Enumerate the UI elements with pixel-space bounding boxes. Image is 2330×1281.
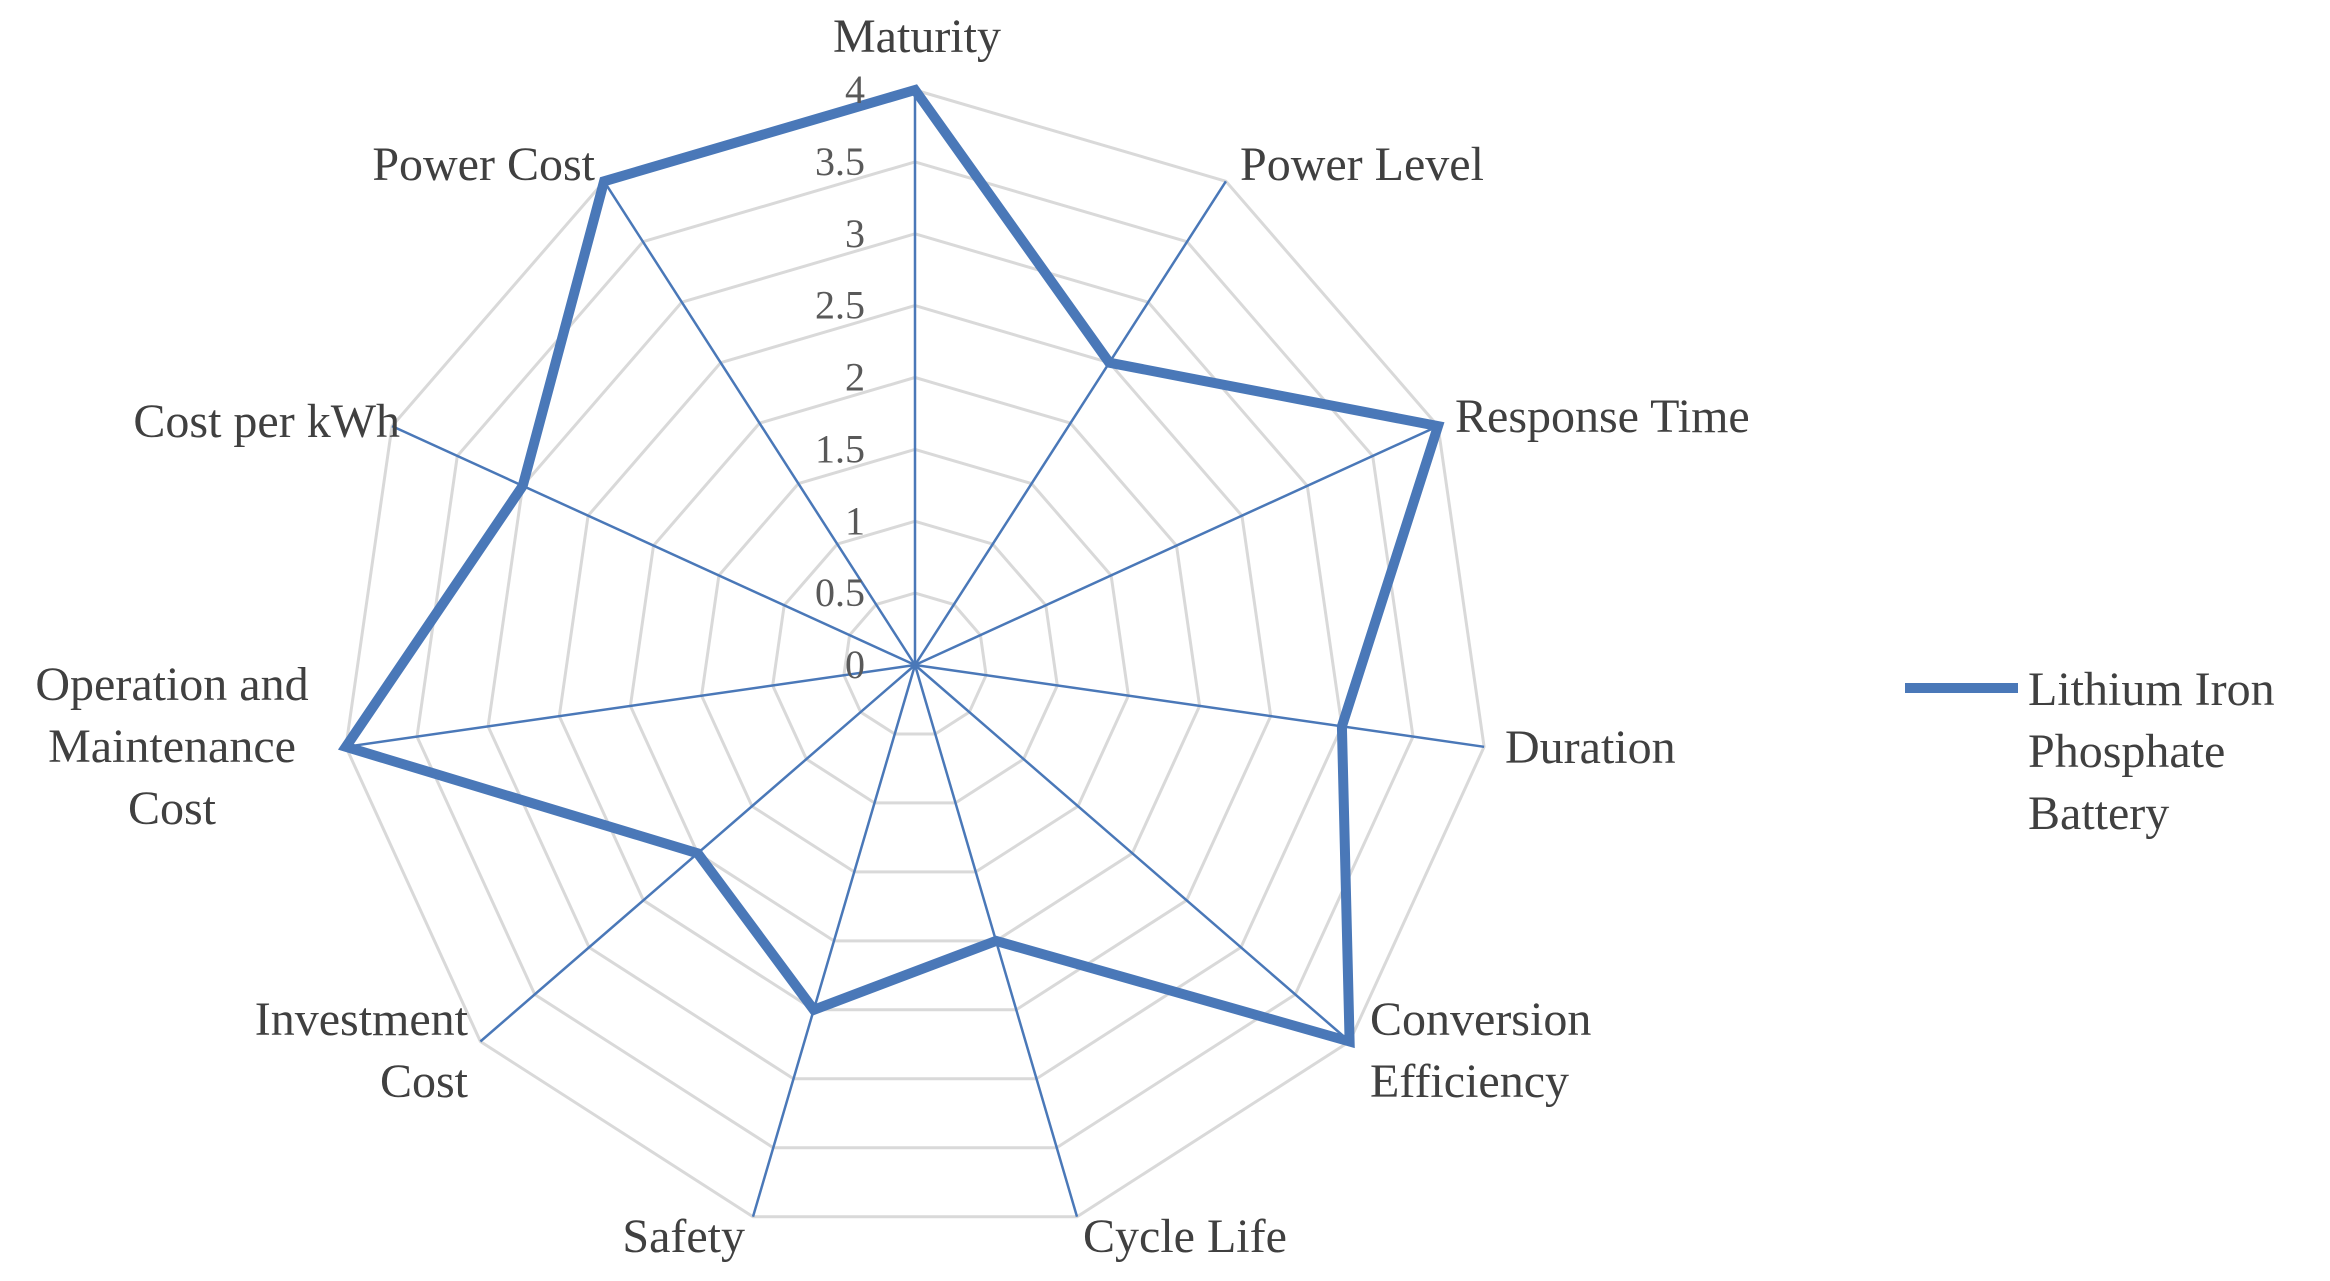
legend: Lithium Iron Phosphate Battery xyxy=(1905,663,2275,840)
category-label: Power Cost xyxy=(372,138,595,191)
category-label: Cycle Life xyxy=(1083,1210,1287,1263)
category-label-line: Maturity xyxy=(833,10,1001,63)
axis-spokes xyxy=(346,90,1484,1217)
category-label-line: Cost xyxy=(128,782,217,835)
category-label-line: Power Level xyxy=(1240,138,1484,191)
axis-spoke xyxy=(915,181,1226,665)
category-label-line: Response Time xyxy=(1455,390,1750,443)
category-label: Conversion Efficiency xyxy=(1370,993,1591,1108)
category-label-line: Conversion xyxy=(1370,993,1591,1046)
category-label: Safety xyxy=(622,1210,745,1263)
category-label: Cost per kWh xyxy=(133,395,400,448)
axis-spoke xyxy=(915,665,1484,747)
tick-label: 2 xyxy=(845,355,865,400)
category-labels: Maturity Power Level Response Time Duration… xyxy=(35,10,1749,1263)
category-label: Investment Cost xyxy=(255,993,469,1108)
category-label-line: Cost xyxy=(380,1055,469,1108)
tick-label: 0 xyxy=(845,642,865,687)
tick-label: 4 xyxy=(845,67,865,112)
category-label: Maturity xyxy=(833,10,1001,63)
legend-label-line: Battery xyxy=(2028,787,2169,840)
category-label-line: Maintenance xyxy=(48,720,296,773)
category-label: Operation and Maintenance Cost xyxy=(35,658,308,835)
series-layer xyxy=(346,90,1438,1042)
category-label-line: Safety xyxy=(622,1210,745,1263)
category-label-line: Power Cost xyxy=(372,138,595,191)
category-label-line: Operation and xyxy=(35,658,308,711)
category-label-line: Cost per kWh xyxy=(133,395,400,448)
category-label-line: Investment xyxy=(255,993,469,1046)
radial-tick-labels: 0 0.5 1 1.5 2 2.5 3 3.5 4 xyxy=(815,67,865,687)
legend-label-line: Phosphate xyxy=(2028,725,2225,778)
axis-spoke xyxy=(604,181,915,665)
tick-label: 3 xyxy=(845,211,865,256)
tick-label: 3.5 xyxy=(815,139,865,184)
tick-label: 1 xyxy=(845,498,865,543)
category-label-line: Efficiency xyxy=(1370,1055,1569,1108)
category-label: Duration xyxy=(1505,721,1676,774)
category-label-line: Cycle Life xyxy=(1083,1210,1287,1263)
tick-label: 2.5 xyxy=(815,283,865,328)
category-label: Power Level xyxy=(1240,138,1484,191)
tick-label: 0.5 xyxy=(815,570,865,615)
category-label: Response Time xyxy=(1455,390,1750,443)
legend-label-line: Lithium Iron xyxy=(2028,663,2275,716)
tick-label: 1.5 xyxy=(815,426,865,471)
axis-spoke xyxy=(346,665,915,747)
category-label-line: Duration xyxy=(1505,721,1676,774)
